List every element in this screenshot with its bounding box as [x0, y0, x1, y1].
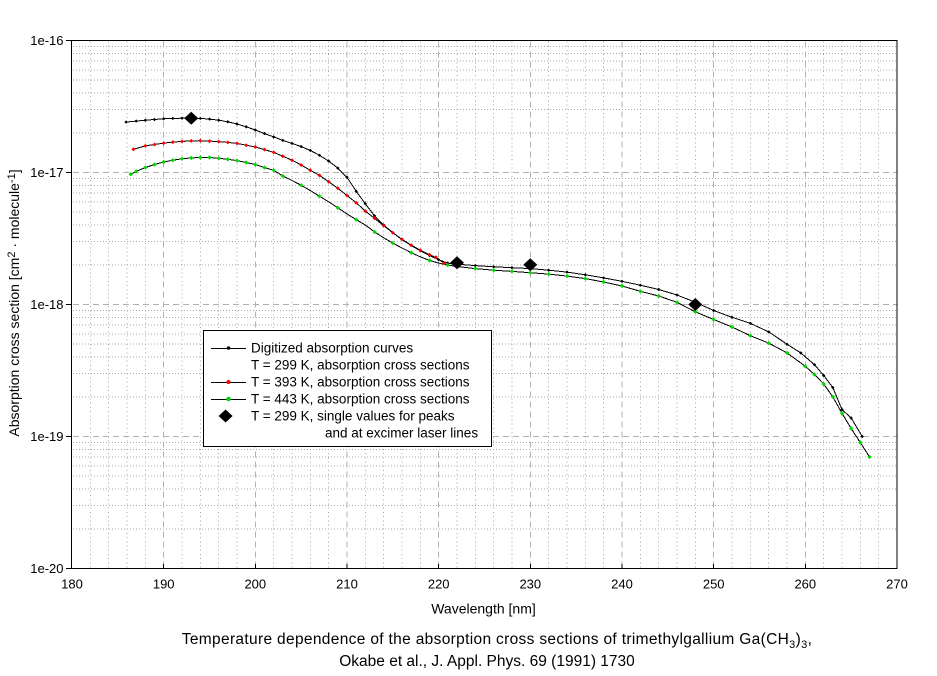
svg-text:1e-20: 1e-20: [30, 561, 63, 576]
svg-text:1e-16: 1e-16: [30, 33, 63, 48]
svg-text:T = 443 K, absorption cross se: T = 443 K, absorption cross sections: [251, 392, 470, 407]
svg-text:1e-18: 1e-18: [30, 297, 63, 312]
svg-text:T = 299 K, single values for p: T = 299 K, single values for peaks: [251, 409, 455, 424]
svg-text:1e-17: 1e-17: [30, 165, 63, 180]
svg-text:210: 210: [336, 577, 358, 592]
svg-text:T = 393 K, absorption cross se: T = 393 K, absorption cross sections: [251, 375, 470, 390]
svg-text:Absorption cross section [cm2: Absorption cross section [cm2 · molecule…: [6, 169, 22, 436]
svg-text:250: 250: [703, 577, 725, 592]
svg-text:180: 180: [61, 577, 83, 592]
svg-text:190: 190: [153, 577, 175, 592]
svg-text:200: 200: [244, 577, 266, 592]
svg-text:240: 240: [611, 577, 633, 592]
svg-text:220: 220: [428, 577, 450, 592]
svg-text:Wavelength [nm]: Wavelength [nm]: [431, 601, 536, 617]
svg-text:Digitized absorption curves: Digitized absorption curves: [251, 341, 413, 356]
svg-text:and at excimer laser lines: and at excimer laser lines: [325, 426, 478, 441]
svg-text:1e-19: 1e-19: [30, 429, 63, 444]
svg-text:T = 299 K, absorption cross se: T = 299 K, absorption cross sections: [251, 358, 470, 373]
svg-text:270: 270: [886, 577, 908, 592]
svg-text:Temperature dependence of the: Temperature dependence of the absorption…: [182, 631, 812, 651]
svg-text:260: 260: [794, 577, 816, 592]
svg-text:230: 230: [519, 577, 541, 592]
svg-text:Okabe et al., J. Appl. Phys. 6: Okabe et al., J. Appl. Phys. 69 (1991) 1…: [339, 653, 635, 670]
